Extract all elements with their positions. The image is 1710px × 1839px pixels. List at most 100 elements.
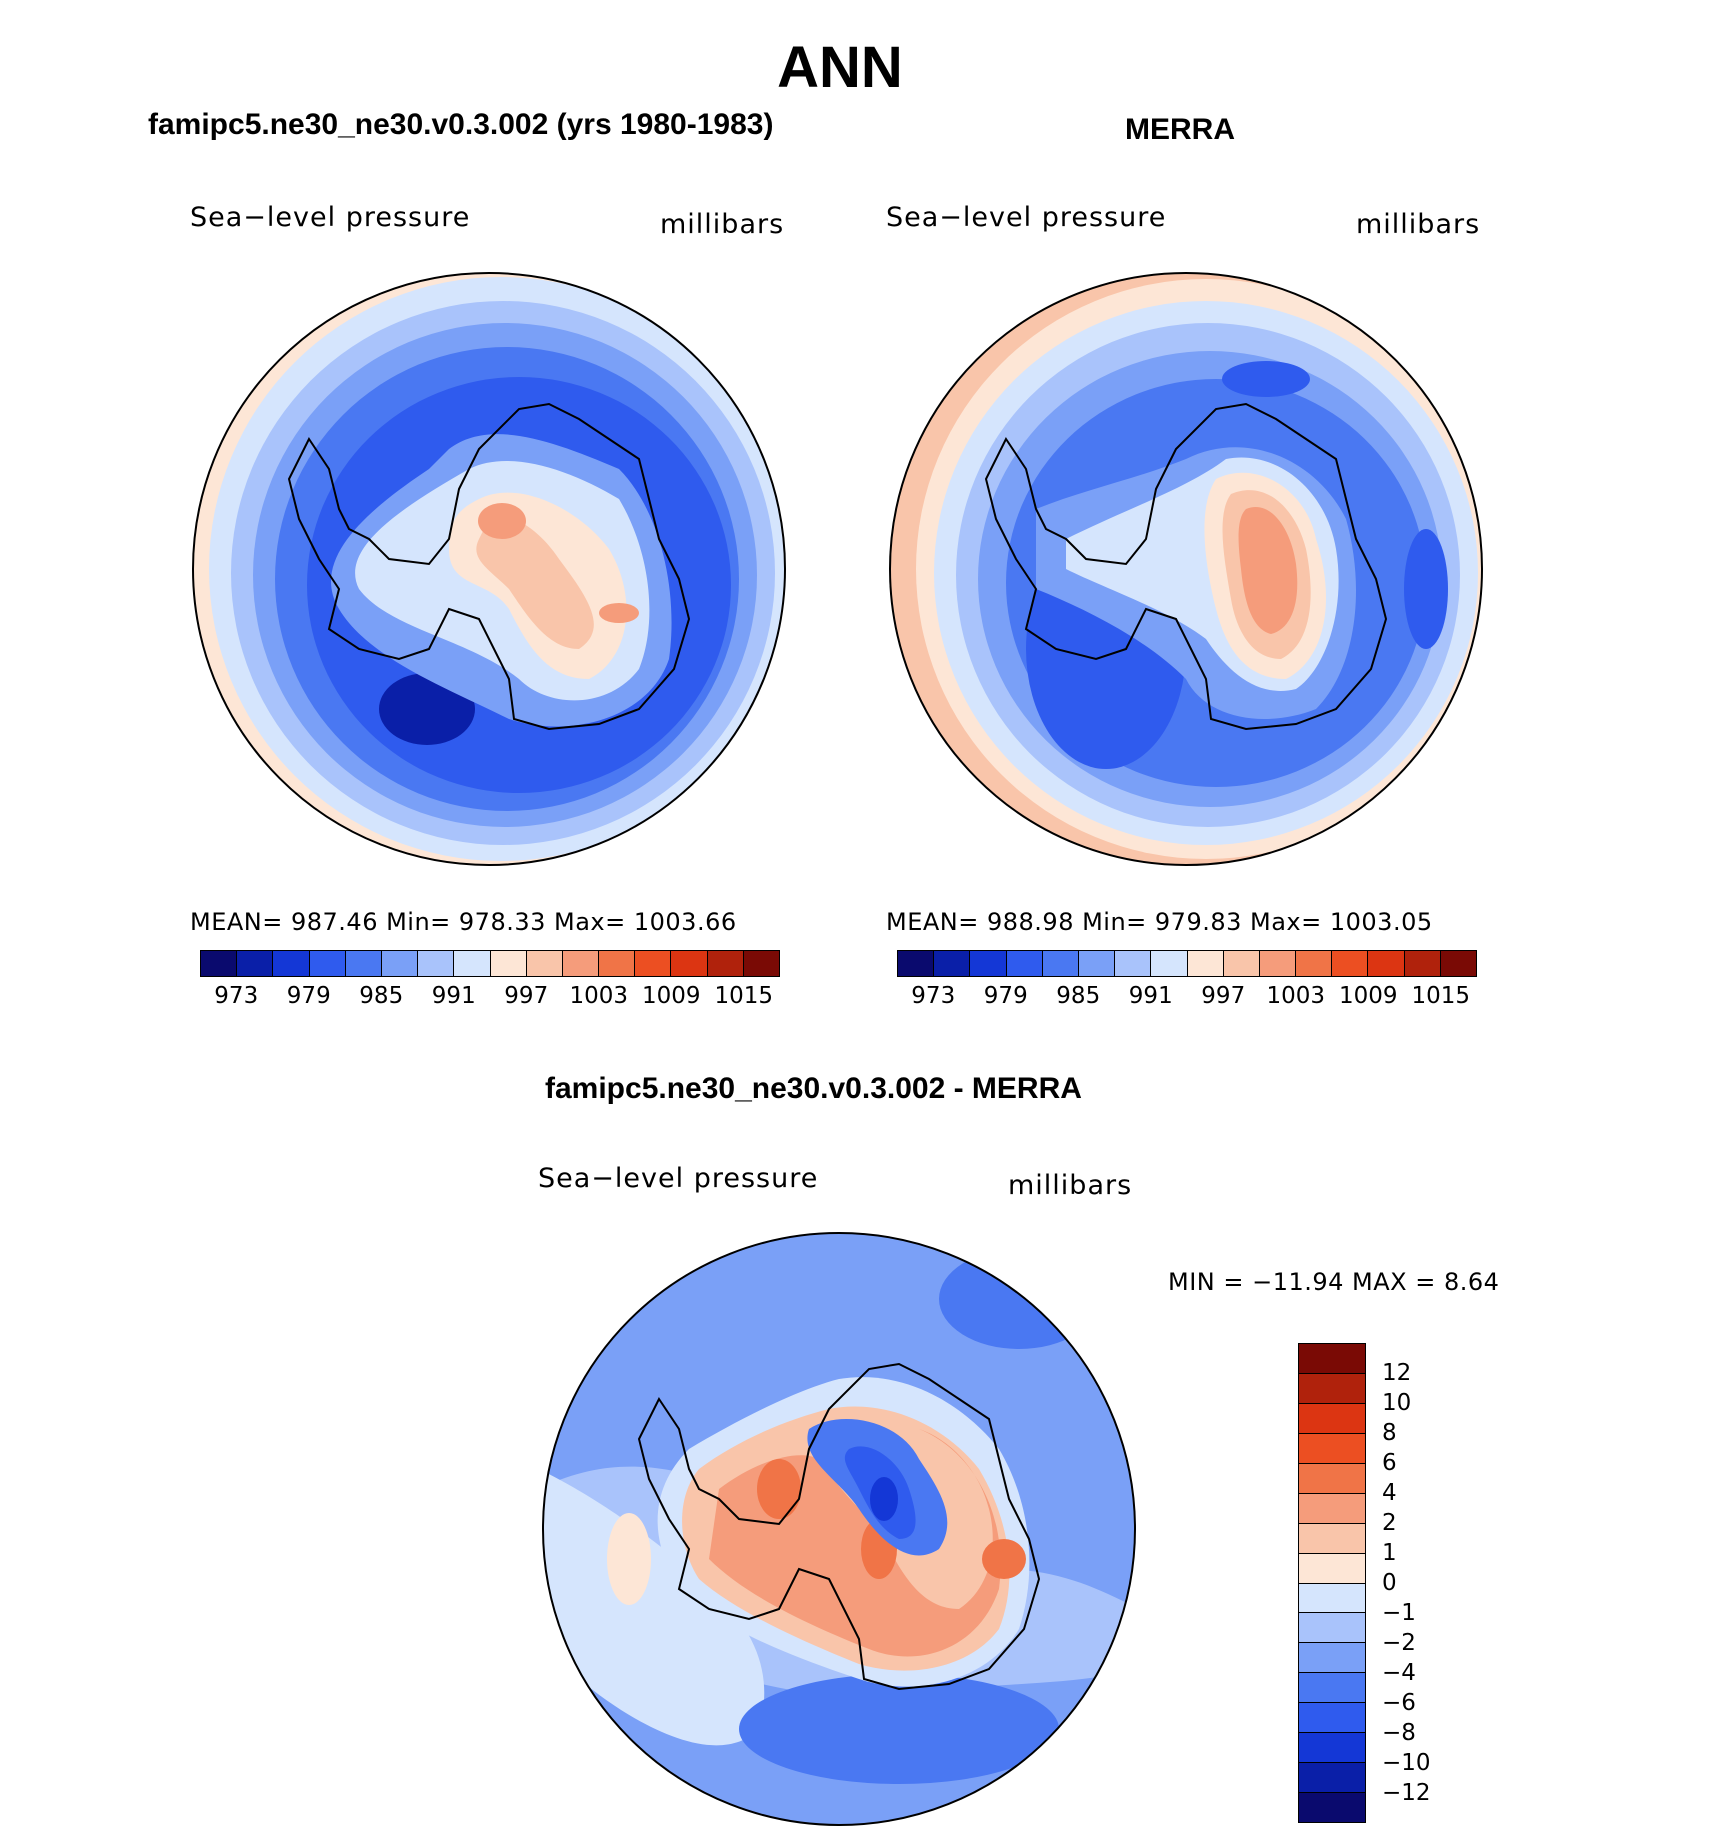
panel-diff-variable-label: Sea−level pressure: [538, 1163, 819, 1194]
colorbar-swatch: [526, 951, 563, 976]
colorbar-swatch: [381, 951, 419, 976]
colorbar-swatch: [1187, 951, 1224, 976]
colorbar-swatch: [1299, 1552, 1365, 1583]
colorbar-tick-label: 997: [1201, 983, 1246, 1009]
colorbar-ticks: 973 979 985 991 997 1003 1009 1015: [897, 977, 1477, 1011]
colorbar-tick-label: −1: [1382, 1600, 1416, 1626]
colorbar-tick-label: 979: [286, 983, 331, 1009]
colorbar-swatch: [418, 951, 455, 976]
colorbar-tick-label: 2: [1382, 1510, 1397, 1536]
colorbar-swatch: [1296, 951, 1333, 976]
colorbar-swatch: [1299, 1522, 1365, 1553]
colorbar-swatch: [1440, 951, 1476, 976]
colorbar-swatch: [237, 951, 274, 976]
colorbar-swatch: [1115, 951, 1152, 976]
panel-diff-colorbar: 12 10 8 6 4 2 1 0 −1 −2 −4 −6 −8 −10 −12: [1298, 1343, 1431, 1823]
colorbar-swatch: [1299, 1462, 1365, 1493]
colorbar-tick-label: 0: [1382, 1570, 1397, 1596]
colorbar-tick-label: 1003: [569, 983, 629, 1009]
panel-model-polar-map: [192, 272, 786, 866]
panel-diff-units-label: millibars: [1008, 1170, 1133, 1201]
colorbar-tick-label: −12: [1382, 1780, 1431, 1806]
colorbar-tick-label: 1009: [1338, 983, 1398, 1009]
colorbar-swatch: [707, 951, 744, 976]
colorbar-tick-label: 979: [983, 983, 1028, 1009]
colorbar-swatch: [1299, 1612, 1365, 1643]
panel-diff-title: famipc5.ne30_ne30.v0.3.002 - MERRA: [545, 1072, 1082, 1105]
panel-model-stats: MEAN= 987.46 Min= 978.33 Max= 1003.66: [190, 908, 737, 936]
colorbar-swatch: [1299, 1372, 1365, 1403]
colorbar-tick-label: 6: [1382, 1450, 1397, 1476]
colorbar-swatch: [934, 951, 971, 976]
colorbar-swatch: [743, 951, 779, 976]
colorbar-swatch: [1299, 1432, 1365, 1463]
panel-diff-polar-map: [542, 1232, 1136, 1826]
colorbar-swatch: [1299, 1702, 1365, 1733]
colorbar-swatch: [1368, 951, 1405, 976]
colorbar-swatch: [1299, 1672, 1365, 1703]
colorbar-swatch: [1223, 951, 1260, 976]
colorbar-tick-label: −10: [1382, 1750, 1431, 1776]
colorbar-tick-label: 997: [504, 983, 549, 1009]
colorbar-swatch: [1078, 951, 1116, 976]
colorbar-tick-label: 4: [1382, 1480, 1397, 1506]
colorbar-tick-label: 12: [1382, 1360, 1412, 1386]
colorbar-swatch: [490, 951, 527, 976]
panel-obs-title: MERRA: [1125, 113, 1235, 146]
panel-obs-polar-map: [889, 272, 1483, 866]
colorbar-swatch: [1151, 951, 1188, 976]
colorbar-swatches-vertical: [1298, 1343, 1366, 1823]
colorbar-tick-label: 8: [1382, 1420, 1397, 1446]
colorbar-swatch: [898, 951, 935, 976]
panel-model-variable-label: Sea−level pressure: [190, 202, 471, 233]
colorbar-tick-label: 991: [431, 983, 476, 1009]
colorbar-swatch: [1299, 1732, 1365, 1763]
colorbar-swatch: [1332, 951, 1369, 976]
colorbar-tick-label: 991: [1128, 983, 1173, 1009]
colorbar-swatch: [201, 951, 238, 976]
colorbar-swatch: [1299, 1402, 1365, 1433]
colorbar-swatch: [345, 951, 382, 976]
colorbar-swatches: [897, 950, 1477, 977]
panel-obs-colorbar: 973 979 985 991 997 1003 1009 1015: [897, 950, 1477, 1011]
colorbar-tick-label: 985: [359, 983, 404, 1009]
colorbar-swatch: [1259, 951, 1297, 976]
colorbar-swatch: [1042, 951, 1079, 976]
colorbar-swatch: [1299, 1344, 1365, 1373]
figure-title: ANN: [777, 35, 903, 100]
colorbar-swatch: [309, 951, 346, 976]
colorbar-tick-label: 973: [214, 983, 259, 1009]
panel-obs-stats: MEAN= 988.98 Min= 979.83 Max= 1003.05: [886, 908, 1433, 936]
panel-obs-units-label: millibars: [1356, 209, 1481, 240]
colorbar-tick-label: −6: [1382, 1690, 1416, 1716]
colorbar-ticks: 973 979 985 991 997 1003 1009 1015: [200, 977, 780, 1011]
colorbar-tick-label: −2: [1382, 1630, 1416, 1656]
colorbar-tick-label: 1: [1382, 1540, 1397, 1566]
colorbar-tick-label: −4: [1382, 1660, 1416, 1686]
colorbar-tick-label: 1015: [714, 983, 774, 1009]
colorbar-swatch: [1404, 951, 1441, 976]
colorbar-swatch: [635, 951, 672, 976]
colorbar-tick-label: 1009: [641, 983, 701, 1009]
colorbar-swatch: [970, 951, 1007, 976]
panel-diff-minmax: MIN = −11.94 MAX = 8.64: [1168, 1268, 1500, 1296]
colorbar-tick-label: 973: [911, 983, 956, 1009]
colorbar-tick-label: −8: [1382, 1720, 1416, 1746]
colorbar-swatch: [562, 951, 600, 976]
panel-model-colorbar: 973 979 985 991 997 1003 1009 1015: [200, 950, 780, 1011]
colorbar-swatch: [1006, 951, 1043, 976]
colorbar-swatch: [273, 951, 310, 976]
colorbar-ticks-vertical: 12 10 8 6 4 2 1 0 −1 −2 −4 −6 −8 −10 −12: [1382, 1343, 1462, 1823]
colorbar-tick-label: 10: [1382, 1390, 1412, 1416]
colorbar-swatch: [1299, 1492, 1365, 1523]
colorbar-swatch: [1299, 1642, 1365, 1673]
panel-model-units-label: millibars: [660, 209, 785, 240]
colorbar-swatch: [1299, 1792, 1365, 1822]
colorbar-swatch: [454, 951, 491, 976]
panel-model-title: famipc5.ne30_ne30.v0.3.002 (yrs 1980-198…: [148, 108, 774, 141]
colorbar-swatch: [1299, 1762, 1365, 1793]
colorbar-tick-label: 1015: [1411, 983, 1471, 1009]
colorbar-swatch: [1299, 1582, 1365, 1613]
colorbar-swatches: [200, 950, 780, 977]
colorbar-tick-label: 985: [1056, 983, 1101, 1009]
